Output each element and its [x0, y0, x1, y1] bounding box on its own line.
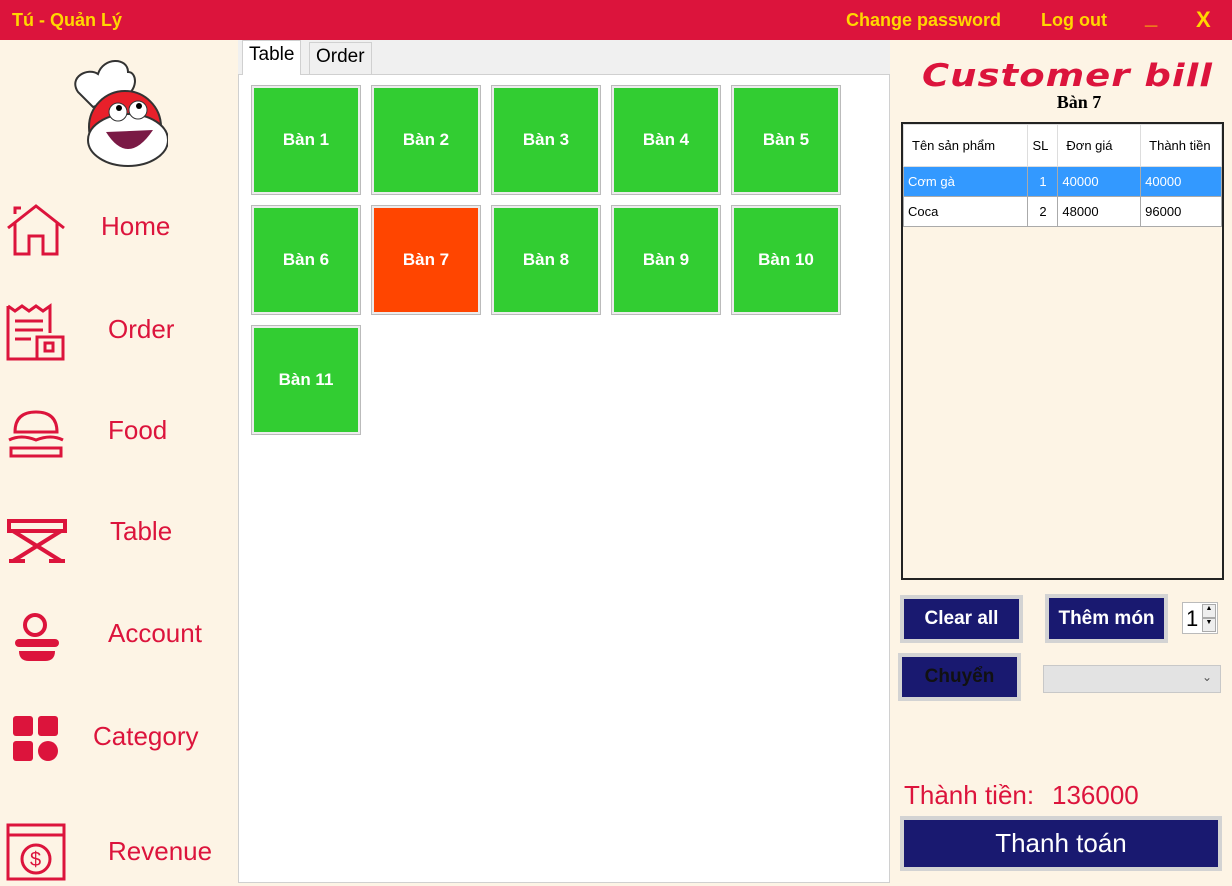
table-button[interactable]: Bàn 7 — [371, 205, 481, 315]
table-button[interactable]: Bàn 4 — [611, 85, 721, 195]
tab-order[interactable]: Order — [309, 42, 372, 75]
logout-link[interactable]: Log out — [1041, 10, 1107, 30]
table-row[interactable]: Coca 2 48000 96000 — [902, 196, 1222, 227]
bill-title: Customer bill — [922, 57, 1213, 94]
sidebar-item-table[interactable]: Table — [0, 500, 238, 570]
sidebar-item-revenue[interactable]: $ Revenue — [0, 816, 238, 886]
table-label: Bàn 1 — [254, 88, 358, 192]
sidebar-item-category[interactable]: Category — [0, 705, 238, 775]
add-item-button[interactable]: Thêm món — [1045, 594, 1168, 643]
sidebar: Home Order Food Table Account Category $… — [0, 40, 238, 883]
pay-button[interactable]: Thanh toán — [900, 816, 1222, 871]
revenue-icon: $ — [6, 823, 66, 881]
change-password-link[interactable]: Change password — [846, 10, 1002, 30]
total-value: 136000 — [1052, 780, 1139, 810]
table-button[interactable]: Bàn 11 — [251, 325, 361, 435]
minimize-button[interactable]: _ — [1145, 4, 1158, 29]
sidebar-item-food[interactable]: Food — [0, 399, 238, 469]
sidebar-item-label: Home — [101, 211, 171, 241]
cell: Coca — [902, 196, 1029, 227]
sidebar-item-label: Revenue — [108, 836, 213, 866]
sidebar-item-account[interactable]: Account — [0, 602, 238, 672]
sidebar-item-label: Category — [93, 721, 199, 751]
close-button[interactable]: X — [1196, 7, 1211, 32]
cell: 2 — [1027, 196, 1059, 227]
burger-icon — [8, 410, 64, 458]
move-target-select[interactable]: ⌄ — [1043, 665, 1221, 693]
table-grid-panel: Bàn 1 Bàn 2 Bàn 3 Bàn 4 Bàn 5 Bàn 6 Bàn 7 Bàn 8… — [238, 74, 890, 883]
column-header[interactable]: Tên sản phẩm — [902, 124, 1029, 167]
clear-all-button[interactable]: Clear all — [900, 595, 1023, 643]
table-label: Bàn 3 — [494, 88, 598, 192]
receipt-icon — [6, 303, 65, 361]
bill-table-name: Bàn 7 — [1056, 92, 1102, 112]
column-header[interactable]: Thành tiền — [1140, 124, 1222, 167]
home-icon — [7, 204, 65, 256]
table-button[interactable]: Bàn 10 — [731, 205, 841, 315]
column-header[interactable]: SL — [1027, 124, 1059, 167]
app-title: Tú - Quản Lý — [12, 10, 122, 30]
table-icon — [7, 519, 67, 563]
sidebar-item-home[interactable]: Home — [0, 195, 238, 265]
column-header[interactable]: Đơn giá — [1057, 124, 1142, 167]
spin-up-icon[interactable]: ▲ — [1202, 604, 1216, 618]
table-label: Bàn 6 — [254, 208, 358, 312]
svg-text:$: $ — [30, 849, 41, 871]
tab-table[interactable]: Table — [242, 40, 302, 75]
quantity-stepper[interactable]: 1 ▲ ▼ — [1182, 602, 1218, 634]
cell: 96000 — [1140, 196, 1222, 227]
table-button[interactable]: Bàn 5 — [731, 85, 841, 195]
table-button[interactable]: Bàn 1 — [251, 85, 361, 195]
table-label: Bàn 11 — [254, 328, 358, 432]
quantity-value: 1 — [1186, 606, 1199, 631]
bill-grid[interactable]: Tên sản phẩm SL Đơn giá Thành tiền Cơm gà 1 4… — [901, 122, 1224, 580]
account-icon — [15, 613, 59, 661]
table-label: Bàn 9 — [614, 208, 718, 312]
table-label: Bàn 8 — [494, 208, 598, 312]
spin-down-icon[interactable]: ▼ — [1202, 618, 1216, 632]
cell: 1 — [1027, 166, 1059, 197]
table-label: Bàn 7 — [374, 208, 478, 312]
tab-control: Bàn 1 Bàn 2 Bàn 3 Bàn 4 Bàn 5 Bàn 6 Bàn 7 Bàn 8… — [238, 40, 890, 883]
table-label: Bàn 4 — [614, 88, 718, 192]
category-icon — [13, 716, 58, 761]
table-button[interactable]: Bàn 8 — [491, 205, 601, 315]
sidebar-item-label: Table — [110, 516, 173, 546]
total-label: Thành tiền: — [904, 780, 1035, 810]
table-button[interactable]: Bàn 9 — [611, 205, 721, 315]
sidebar-item-label: Account — [108, 618, 202, 648]
sidebar-item-order[interactable]: Order — [0, 298, 238, 368]
title-bar: Tú - Quản Lý Change password Log out _ X — [0, 0, 1232, 40]
cell: Cơm gà — [902, 166, 1029, 197]
cell: 40000 — [1057, 166, 1142, 197]
table-label: Bàn 5 — [734, 88, 838, 192]
table-label: Bàn 2 — [374, 88, 478, 192]
sidebar-item-label: Food — [108, 415, 168, 445]
table-button[interactable]: Bàn 2 — [371, 85, 481, 195]
sidebar-item-label: Order — [108, 314, 175, 344]
bill-panel: Customer bill Bàn 7 Tên sản phẩm SL Đơn gi… — [890, 40, 1232, 883]
mascot-logo — [74, 60, 168, 167]
cell: 40000 — [1140, 166, 1222, 197]
table-row[interactable]: Cơm gà 1 40000 40000 — [902, 166, 1222, 197]
table-label: Bàn 10 — [734, 208, 838, 312]
move-table-button[interactable]: Chuyển — [898, 653, 1021, 701]
table-button[interactable]: Bàn 6 — [251, 205, 361, 315]
table-button[interactable]: Bàn 3 — [491, 85, 601, 195]
chevron-down-icon: ⌄ — [1201, 670, 1212, 684]
cell: 48000 — [1057, 196, 1142, 227]
